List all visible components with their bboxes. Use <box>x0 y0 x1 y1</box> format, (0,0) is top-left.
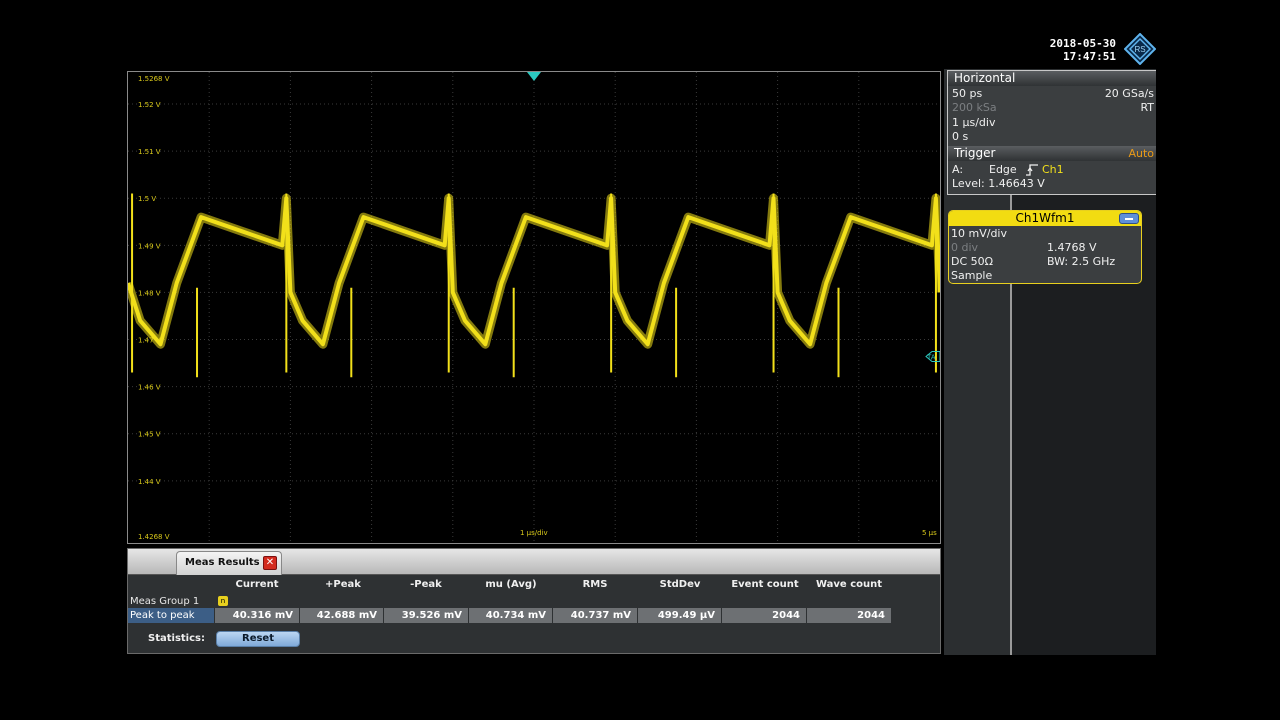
horizontal-time-scale: 1 µs/div <box>952 116 996 129</box>
channel-title[interactable]: Ch1Wfm1 <box>949 211 1141 226</box>
meas-value-wave-count: 2044 <box>807 608 892 623</box>
y-tick-label: 1.5268 V <box>138 75 170 83</box>
horizontal-resolution: 50 ps <box>952 87 983 100</box>
meas-tab-bar: Meas Results ✕ <box>128 549 940 575</box>
rising-edge-icon <box>1026 164 1038 176</box>
tab-meas-results[interactable]: Meas Results ✕ <box>176 551 282 575</box>
horizontal-record-length: 200 kSa <box>952 101 997 114</box>
horizontal-trigger-box[interactable]: Horizontal 50 ps 20 GSa/s 200 kSa RT 1 µ… <box>947 70 1156 195</box>
meas-results-panel: Meas Results ✕ Current +Peak -Peak mu (A… <box>127 548 941 654</box>
x-end-label: 5 µs <box>922 529 937 537</box>
trigger-prefix: A: <box>952 163 964 176</box>
tab-meas-results-label: Meas Results <box>185 557 260 568</box>
meas-group-label: Meas Group 1 <box>130 596 200 607</box>
col-header-current: Current <box>235 579 279 590</box>
col-header-minus-peak: -Peak <box>410 579 442 590</box>
channel-coupling: DC 50Ω <box>951 255 994 268</box>
y-tick-label: 1.45 V <box>138 431 161 439</box>
statistics-label: Statistics: <box>148 633 205 644</box>
trigger-source: Ch1 <box>1042 163 1064 176</box>
meas-value-plus-peak: 42.688 mV <box>300 608 384 623</box>
table-row[interactable]: Peak to peak 40.316 mV 42.688 mV 39.526 … <box>128 608 940 623</box>
close-icon[interactable]: ✕ <box>263 556 277 570</box>
date-label: 2018-05-30 <box>1049 37 1116 50</box>
col-header-rms: RMS <box>582 579 608 590</box>
trigger-type: Edge <box>989 163 1017 176</box>
time-label: 17:47:51 <box>1063 50 1116 63</box>
channel-scale: 10 mV/div <box>951 227 1007 240</box>
meas-value-stddev: 499.49 µV <box>638 608 722 623</box>
y-tick-label: 1.47 V <box>138 337 161 345</box>
waveform-canvas[interactable]: 1.5268 V 1.52 V 1.51 V 1.5 V 1.49 V 1.48 V 1.4… <box>128 72 940 543</box>
channel-bandwidth: BW: 2.5 GHz <box>1047 255 1116 268</box>
y-tick-label: 1.52 V <box>138 101 161 109</box>
meas-value-minus-peak: 39.526 mV <box>384 608 469 623</box>
y-tick-label: 1.4268 V <box>138 533 170 541</box>
y-tick-label: 1.5 V <box>138 195 156 203</box>
meas-row-label[interactable]: Peak to peak <box>128 608 214 623</box>
y-tick-label: 1.44 V <box>138 478 161 486</box>
y-tick-label: 1.46 V <box>138 384 161 392</box>
col-header-event-count: Event count <box>731 579 799 590</box>
waveform-trace <box>128 196 940 347</box>
channel-offset-value: 1.4768 V <box>1047 241 1097 254</box>
brand-logo-icon: RS <box>1124 33 1156 65</box>
horizontal-sample-rate: 20 GSa/s <box>1104 87 1154 100</box>
meas-value-event-count: 2044 <box>722 608 807 623</box>
col-header-wave-count: Wave count <box>815 579 883 590</box>
meas-value-current: 40.316 mV <box>215 608 300 623</box>
col-header-stddev: StdDev <box>659 579 701 590</box>
trigger-level: Level: 1.46643 V <box>952 177 1045 190</box>
y-tick-label: 1.48 V <box>138 289 161 297</box>
horizontal-mode: RT <box>1140 101 1154 114</box>
meas-value-rms: 40.737 mV <box>553 608 638 623</box>
trigger-position-marker <box>527 72 541 81</box>
y-tick-label: 1.49 V <box>138 242 161 250</box>
col-header-plus-peak: +Peak <box>325 579 361 590</box>
y-tick-label: 1.51 V <box>138 148 161 156</box>
channel-minimize-button[interactable] <box>1119 213 1139 224</box>
minimize-icon <box>1125 218 1133 220</box>
channel-box[interactable]: Ch1Wfm1 10 mV/div 0 div 1.4768 V DC 50Ω … <box>948 210 1142 284</box>
waveform-diagram[interactable]: 1.5268 V 1.52 V 1.51 V 1.5 V 1.49 V 1.48 V 1.4… <box>127 71 941 544</box>
col-header-mu-avg: mu (Avg) <box>485 579 537 590</box>
reset-button[interactable]: Reset <box>216 631 300 647</box>
svg-text:RS: RS <box>1134 45 1145 54</box>
channel-offset-div: 0 div <box>951 241 979 254</box>
trigger-level-label: TA <box>926 353 936 361</box>
trigger-title[interactable]: Trigger <box>948 146 1156 161</box>
horizontal-title[interactable]: Horizontal <box>948 71 1156 86</box>
x-scale-label: 1 µs/div <box>520 529 548 537</box>
horizontal-position: 0 s <box>952 130 969 143</box>
trigger-mode: Auto <box>1128 147 1154 160</box>
datetime-display: 2018-05-30 17:47:51 <box>1030 37 1116 63</box>
meas-group-badge: n <box>218 596 228 606</box>
trigger-level-marker <box>925 350 940 362</box>
meas-value-mu-avg: 40.734 mV <box>469 608 553 623</box>
channel-acquisition: Sample <box>951 269 993 282</box>
